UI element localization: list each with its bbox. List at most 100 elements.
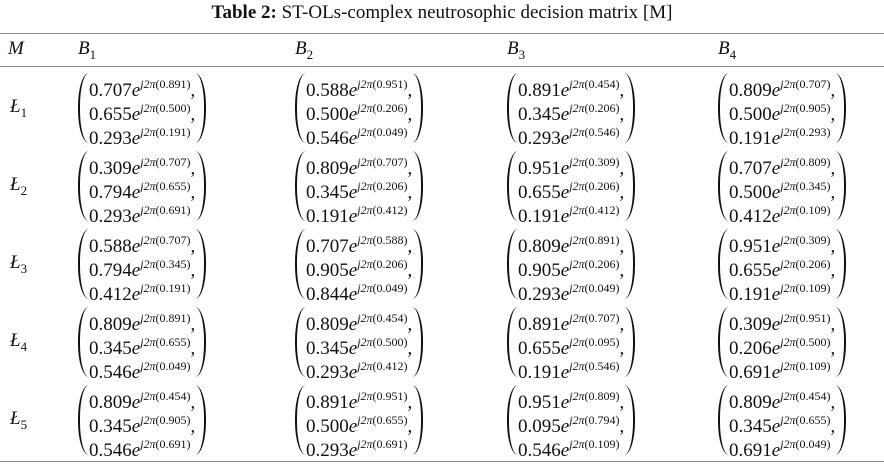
entry: 0.655ej2π(0.095), <box>518 330 624 359</box>
entry: 0.191ej2π(0.109) <box>729 276 835 305</box>
paren-right <box>412 385 424 455</box>
phase: (0.546) <box>584 359 620 373</box>
paren-left <box>78 307 89 377</box>
paren-left <box>507 73 518 143</box>
entries: 0.809ej2π(0.891), 0.345ej2π(0.655), 0.546e… <box>89 306 195 383</box>
entry: 0.191ej2π(0.293) <box>729 120 835 149</box>
exponent: j2π(0.951) <box>780 311 830 325</box>
entries: 0.707ej2π(0.891), 0.655ej2π(0.500), 0.293e… <box>89 72 195 149</box>
paren-right <box>835 385 847 455</box>
exp-base: e <box>560 182 570 203</box>
paren-right <box>835 73 847 143</box>
phase: (0.049) <box>372 125 408 139</box>
exponent: j2π(0.691) <box>357 437 407 451</box>
entry: 0.588ej2π(0.707), <box>89 228 195 257</box>
exp-base: e <box>771 392 781 413</box>
separator: , <box>830 338 836 359</box>
exp-prefix: j2π <box>780 359 796 373</box>
phase: (0.206) <box>372 257 408 271</box>
exp-base: e <box>560 362 570 383</box>
exp-base: e <box>131 416 141 437</box>
separator: , <box>407 80 413 101</box>
entry: 0.794ej2π(0.655), <box>89 174 195 203</box>
exp-base: e <box>771 80 781 101</box>
entry: 0.546ej2π(0.049) <box>89 354 195 383</box>
phase: (0.707) <box>795 77 831 91</box>
matrix-cell: 0.588ej2π(0.707), 0.794ej2π(0.345), 0.412e… <box>78 226 207 305</box>
exp-base: e <box>131 158 141 179</box>
magnitude: 0.691 <box>729 440 772 461</box>
entries: 0.588ej2π(0.951), 0.500ej2π(0.206), 0.546e… <box>306 72 413 149</box>
matrix-cell: 0.951ej2π(0.309), 0.655ej2π(0.206), 0.191e… <box>507 148 636 227</box>
top-rule <box>0 33 884 34</box>
paren-right <box>624 151 636 221</box>
row-label: Ł4 <box>10 330 27 355</box>
header-base: B <box>295 38 307 59</box>
separator: , <box>407 416 413 437</box>
exp-base: e <box>348 416 358 437</box>
exp-prefix: j2π <box>569 281 585 295</box>
magnitude: 0.500 <box>306 104 349 125</box>
entry: 0.191ej2π(0.546) <box>518 354 624 383</box>
matrix-cell: 0.951ej2π(0.309), 0.655ej2π(0.206), 0.191e… <box>718 226 847 305</box>
exp-base: e <box>131 440 141 461</box>
separator: , <box>190 236 196 257</box>
phase: (0.707) <box>155 233 191 247</box>
phase: (0.191) <box>155 125 191 139</box>
exponent: j2π(0.546) <box>569 359 619 373</box>
phase: (0.794) <box>584 413 620 427</box>
separator: , <box>407 260 413 281</box>
exponent: j2π(0.546) <box>569 125 619 139</box>
exponent: j2π(0.109) <box>569 437 619 451</box>
exp-base: e <box>348 236 358 257</box>
exponent: j2π(0.454) <box>140 389 190 403</box>
separator: , <box>407 158 413 179</box>
matrix-cell: 0.809ej2π(0.454), 0.345ej2π(0.500), 0.293e… <box>295 304 424 383</box>
entry: 0.345ej2π(0.206), <box>306 174 412 203</box>
magnitude: 0.345 <box>89 416 132 437</box>
exp-base: e <box>560 284 570 305</box>
column-header: B2 <box>295 38 313 63</box>
exponent: j2π(0.655) <box>140 179 190 193</box>
paren-left <box>295 307 306 377</box>
exp-prefix: j2π <box>569 155 585 169</box>
exp-base: e <box>560 206 570 227</box>
exp-base: e <box>131 80 141 101</box>
paren-left <box>507 385 518 455</box>
entry: 0.655ej2π(0.500), <box>89 96 195 125</box>
phase: (0.206) <box>584 179 620 193</box>
magnitude: 0.951 <box>518 158 561 179</box>
exponent: j2π(0.951) <box>357 389 407 403</box>
phase: (0.809) <box>584 389 620 403</box>
exp-base: e <box>771 440 781 461</box>
exp-base: e <box>348 104 358 125</box>
paren-right <box>835 151 847 221</box>
exp-base: e <box>560 236 570 257</box>
entry: 0.345ej2π(0.206), <box>518 96 624 125</box>
magnitude: 0.707 <box>89 80 132 101</box>
magnitude: 0.500 <box>729 104 772 125</box>
exp-base: e <box>560 314 570 335</box>
phase: (0.655) <box>155 335 191 349</box>
paren-left <box>507 229 518 299</box>
paren-left <box>718 229 729 299</box>
exp-base: e <box>771 416 781 437</box>
entry: 0.293ej2π(0.691) <box>306 432 412 461</box>
matrix-cell: 0.809ej2π(0.891), 0.345ej2π(0.655), 0.546e… <box>78 304 207 383</box>
matrix-cell: 0.707ej2π(0.809), 0.500ej2π(0.345), 0.412e… <box>718 148 847 227</box>
phase: (0.206) <box>372 179 408 193</box>
exp-base: e <box>560 392 570 413</box>
entry: 0.293ej2π(0.049) <box>518 276 624 305</box>
paren-right <box>195 229 207 299</box>
separator: , <box>830 236 836 257</box>
phase: (0.707) <box>584 311 620 325</box>
magnitude: 0.951 <box>518 392 561 413</box>
caption-text: ST-OLs-complex neutrosophic decision mat… <box>281 2 673 23</box>
phase: (0.500) <box>155 101 191 115</box>
exp-base: e <box>348 260 358 281</box>
phase: (0.546) <box>584 125 620 139</box>
exp-prefix: j2π <box>569 77 585 91</box>
separator: , <box>619 314 625 335</box>
matrix-cell: 0.891ej2π(0.951), 0.500ej2π(0.655), 0.293e… <box>295 382 424 461</box>
entry: 0.844ej2π(0.049) <box>306 276 412 305</box>
